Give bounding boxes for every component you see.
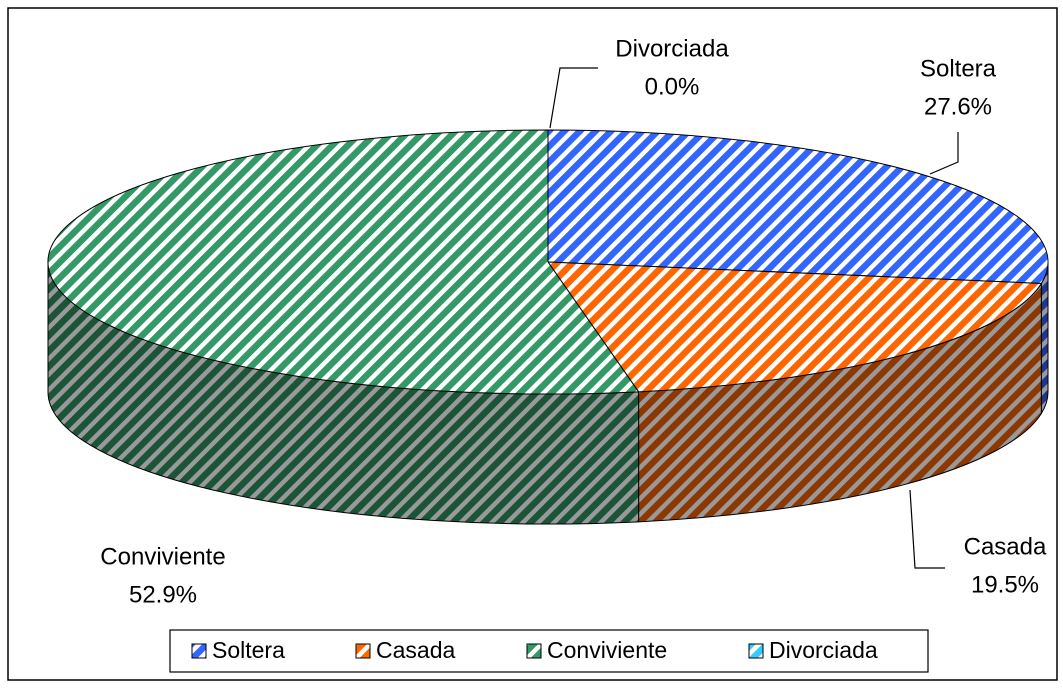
legend: Soltera Casada Conviviente Divorciada	[191, 637, 878, 663]
data-label-value: 19.5%	[971, 571, 1039, 598]
leader-line	[549, 67, 598, 129]
legend-swatch	[355, 643, 371, 659]
data-label-value: 0.0%	[645, 73, 700, 100]
pie-side	[1040, 261, 1049, 416]
legend-swatch	[191, 643, 207, 659]
data-label-name: Casada	[964, 533, 1047, 560]
legend-label: Soltera	[212, 637, 285, 663]
legend-label: Divorciada	[769, 637, 878, 663]
data-label-name: Soltera	[920, 55, 997, 82]
data-label-value: 27.6%	[924, 93, 992, 120]
data-label-value: 52.9%	[129, 581, 197, 608]
pie-slice	[47, 129, 640, 395]
pie-slice	[547, 261, 1043, 393]
data-label-name: Divorciada	[615, 35, 729, 62]
pie	[47, 129, 1049, 525]
legend-box	[169, 629, 929, 673]
leader-line	[929, 132, 959, 175]
pie-slice	[547, 129, 1049, 284]
legend-label: Conviviente	[547, 637, 667, 663]
data-label-name: Conviviente	[100, 543, 225, 570]
legend-swatch	[748, 643, 764, 659]
data-labels: Soltera 27.6% Casada 19.5% Conviviente 52.9% D…	[100, 35, 1047, 608]
legend-label: Casada	[376, 637, 455, 663]
leader-line	[909, 489, 945, 569]
legend-swatch	[526, 643, 542, 659]
